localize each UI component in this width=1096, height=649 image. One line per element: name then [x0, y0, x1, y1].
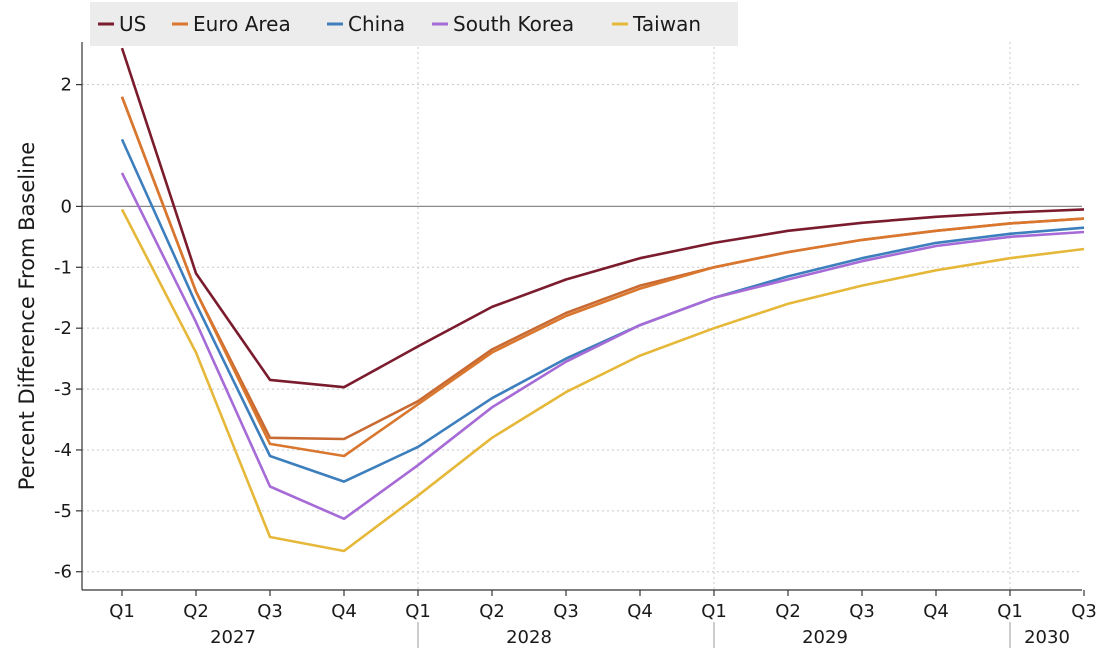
y-tick-label: 0 [61, 196, 72, 217]
x-tick-label-quarter: Q2 [183, 601, 209, 622]
x-tick-label-quarter: Q2 [479, 601, 505, 622]
x-tick-label-quarter: Q4 [331, 601, 357, 622]
series-line-south-korea [120, 172, 1085, 521]
legend: US Euro Area China South Korea Taiwan [90, 2, 738, 46]
x-tick-label-quarter: Q3 [849, 601, 875, 622]
x-tick-label-quarter: Q3 [553, 601, 579, 622]
series-line-taiwan [120, 208, 1085, 553]
x-tick-label-quarter: Q2 [775, 601, 801, 622]
legend-label: Euro Area [193, 12, 291, 36]
series-line-euro-area [120, 96, 1085, 458]
x-tick-label-year: 2029 [802, 627, 848, 648]
x-tick-label-year: 2028 [506, 627, 552, 648]
x-tick-label-quarter: Q3 [257, 601, 283, 622]
series-line-us [120, 47, 1085, 389]
axes [81, 42, 1082, 591]
x-tick-label-quarter: Q4 [627, 601, 653, 622]
y-tick-label: 2 [61, 75, 72, 96]
y-tick-label: -2 [54, 318, 72, 339]
y-tick-label: -3 [54, 379, 72, 400]
legend-background [90, 2, 738, 46]
x-tick-label-year: 2030 [1024, 627, 1070, 648]
x-tick-label-quarter: Q1 [701, 601, 727, 622]
legend-label: US [119, 12, 146, 36]
x-tick-label-year: 2027 [210, 627, 256, 648]
legend-label: Taiwan [632, 12, 701, 36]
y-tick-label: -5 [54, 501, 72, 522]
x-tick-label-quarter: Q3 [1071, 601, 1096, 622]
x-tick-label-quarter: Q1 [405, 601, 431, 622]
legend-label: China [348, 12, 405, 36]
y-tick-label: -4 [54, 440, 72, 461]
x-tick-label-quarter: Q1 [109, 601, 135, 622]
y-axis-title: Percent Difference From Baseline [15, 142, 39, 490]
y-axis-ticks: 2 0 -1 -2 -3 -4 -5 -6 [54, 75, 82, 583]
series-layer [120, 47, 1085, 553]
legend-label: South Korea [453, 12, 574, 36]
series-line-china [120, 138, 1085, 483]
y-tick-label: -6 [54, 562, 72, 583]
x-tick-label-quarter: Q4 [923, 601, 949, 622]
y-tick-label: -1 [54, 257, 72, 278]
x-tick-label-quarter: Q1 [997, 601, 1023, 622]
grid [82, 42, 1082, 590]
